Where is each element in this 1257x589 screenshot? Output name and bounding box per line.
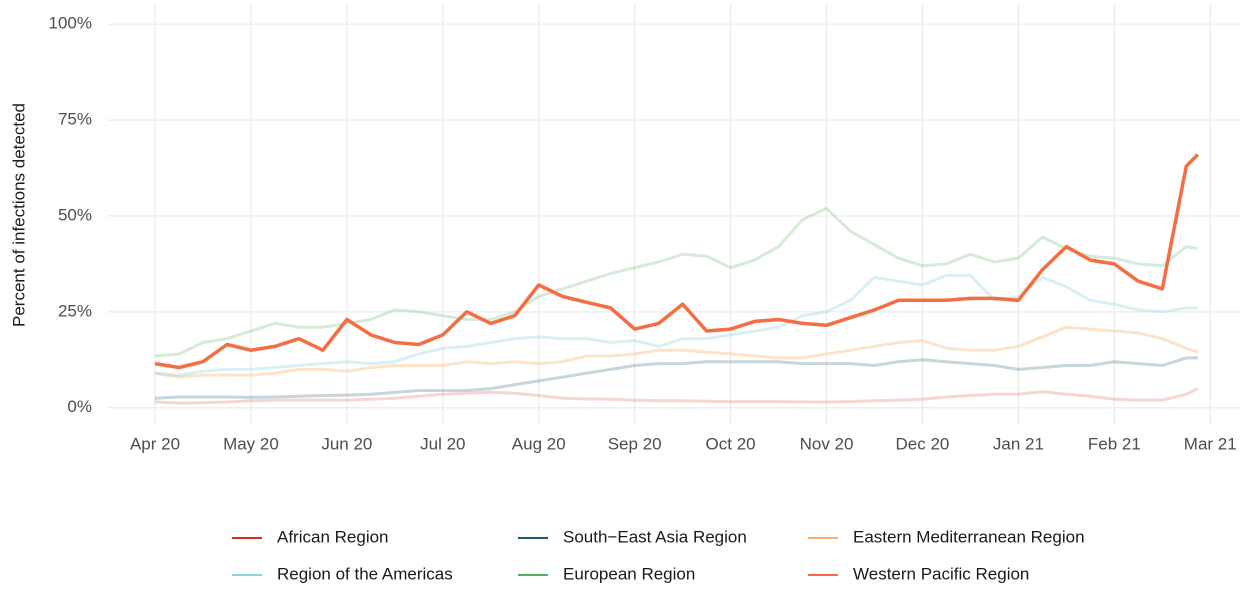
x-tick-label: Mar 21 [1184, 434, 1237, 453]
x-tick-label: May 20 [223, 434, 279, 453]
x-tick-label: Aug 20 [512, 434, 566, 453]
x-tick-label: Jan 21 [993, 434, 1044, 453]
x-tick-label: Feb 21 [1088, 434, 1141, 453]
x-tick-label: Jul 20 [420, 434, 465, 453]
y-tick-label: 75% [58, 110, 92, 129]
legend-label: South−East Asia Region [563, 527, 747, 546]
legend-label: Region of the Americas [277, 564, 453, 583]
series-line [154, 387, 1199, 405]
x-tick-label: Dec 20 [896, 434, 950, 453]
series-line [154, 273, 1198, 377]
legend-label: Eastern Mediterranean Region [853, 527, 1085, 546]
series-line [154, 356, 1198, 400]
x-tick-label: Oct 20 [706, 434, 756, 453]
y-tick-label: 100% [49, 14, 92, 33]
x-tick-label: Jun 20 [321, 434, 372, 453]
y-tick-label: 25% [58, 301, 92, 320]
y-axis-label: Percent of infections detected [9, 103, 28, 327]
series-line [154, 325, 1199, 379]
legend-label: European Region [563, 564, 695, 583]
x-tick-label: Apr 20 [130, 434, 180, 453]
y-tick-label: 50% [58, 205, 92, 224]
y-tick-label: 0% [67, 397, 92, 416]
series-line [154, 153, 1200, 370]
legend-label: Western Pacific Region [853, 564, 1029, 583]
legend-label: African Region [277, 527, 389, 546]
series-line [154, 206, 1199, 358]
x-tick-label: Nov 20 [800, 434, 854, 453]
x-tick-label: Sep 20 [608, 434, 662, 453]
